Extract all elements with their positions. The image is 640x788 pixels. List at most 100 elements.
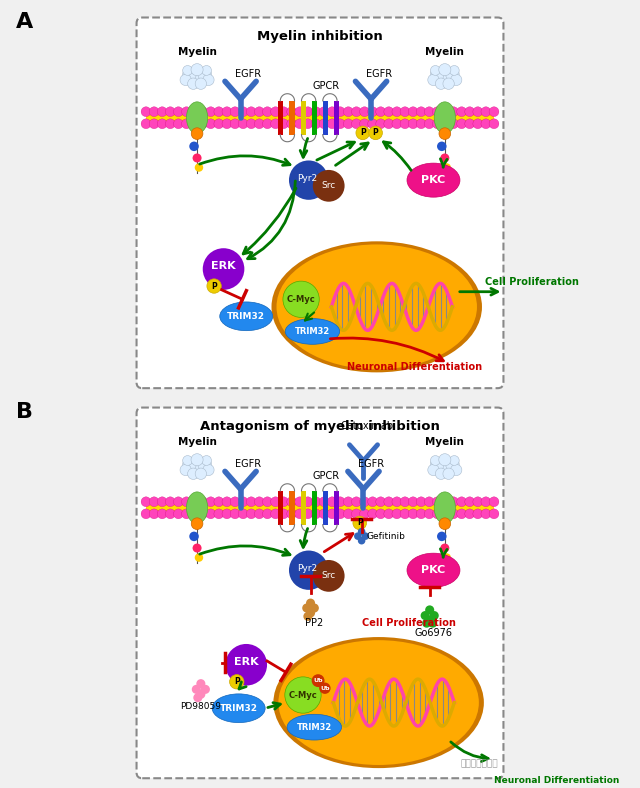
Text: P: P xyxy=(372,128,378,137)
Circle shape xyxy=(457,106,467,117)
Circle shape xyxy=(457,509,467,519)
Circle shape xyxy=(335,106,345,117)
Circle shape xyxy=(254,509,264,519)
Circle shape xyxy=(196,679,205,688)
Circle shape xyxy=(173,496,183,507)
Circle shape xyxy=(344,496,353,507)
Circle shape xyxy=(433,106,442,117)
Bar xyxy=(301,491,306,525)
Circle shape xyxy=(271,509,280,519)
Text: Cell Proliferation: Cell Proliferation xyxy=(362,618,456,628)
Circle shape xyxy=(439,518,451,530)
Circle shape xyxy=(303,496,313,507)
Circle shape xyxy=(165,496,175,507)
Text: Go6976: Go6976 xyxy=(415,627,452,637)
Circle shape xyxy=(439,64,451,76)
Circle shape xyxy=(489,119,499,128)
Text: GPCR: GPCR xyxy=(312,80,339,91)
Circle shape xyxy=(182,496,191,507)
Circle shape xyxy=(416,509,426,519)
Circle shape xyxy=(449,509,458,519)
Circle shape xyxy=(313,560,344,592)
Circle shape xyxy=(189,509,200,519)
Circle shape xyxy=(198,509,207,519)
Circle shape xyxy=(310,604,319,612)
Text: PD98059: PD98059 xyxy=(180,702,221,711)
Circle shape xyxy=(149,119,159,128)
Circle shape xyxy=(165,509,175,519)
Circle shape xyxy=(157,106,167,117)
Bar xyxy=(334,491,339,525)
Circle shape xyxy=(436,69,453,87)
Text: A: A xyxy=(16,12,33,32)
Circle shape xyxy=(424,496,434,507)
Text: PKC: PKC xyxy=(421,565,445,575)
Circle shape xyxy=(392,119,402,128)
Circle shape xyxy=(287,509,296,519)
Circle shape xyxy=(254,496,264,507)
Circle shape xyxy=(431,65,440,76)
Circle shape xyxy=(362,533,369,540)
Circle shape xyxy=(254,119,264,128)
Circle shape xyxy=(271,106,280,117)
Circle shape xyxy=(202,455,211,466)
Circle shape xyxy=(193,544,202,552)
Bar xyxy=(312,491,317,525)
Circle shape xyxy=(335,509,345,519)
Circle shape xyxy=(449,496,458,507)
Bar xyxy=(278,101,284,135)
Circle shape xyxy=(141,509,151,519)
Circle shape xyxy=(206,106,216,117)
Circle shape xyxy=(230,509,240,519)
Circle shape xyxy=(238,509,248,519)
Circle shape xyxy=(416,496,426,507)
Circle shape xyxy=(431,455,440,466)
Circle shape xyxy=(196,690,205,699)
Circle shape xyxy=(312,675,324,687)
Circle shape xyxy=(271,496,280,507)
Circle shape xyxy=(319,106,329,117)
Text: GPCR: GPCR xyxy=(312,470,339,481)
Text: Gefitinib: Gefitinib xyxy=(367,532,406,541)
Circle shape xyxy=(311,106,321,117)
Circle shape xyxy=(358,537,365,545)
Circle shape xyxy=(422,619,431,628)
Circle shape xyxy=(435,468,447,479)
Circle shape xyxy=(440,496,451,507)
Circle shape xyxy=(416,119,426,128)
Circle shape xyxy=(295,106,305,117)
Circle shape xyxy=(262,496,272,507)
Circle shape xyxy=(206,496,216,507)
Text: ERK: ERK xyxy=(234,656,259,667)
Circle shape xyxy=(198,68,211,81)
Circle shape xyxy=(182,106,191,117)
Ellipse shape xyxy=(434,492,456,524)
Circle shape xyxy=(278,119,289,128)
Circle shape xyxy=(376,106,386,117)
Circle shape xyxy=(451,464,462,476)
Circle shape xyxy=(311,119,321,128)
Circle shape xyxy=(157,509,167,519)
Circle shape xyxy=(319,496,329,507)
Circle shape xyxy=(295,496,305,507)
Circle shape xyxy=(278,106,289,117)
Circle shape xyxy=(203,248,244,290)
Bar xyxy=(146,110,494,125)
Circle shape xyxy=(313,170,344,202)
Circle shape xyxy=(287,496,296,507)
Circle shape xyxy=(351,119,362,128)
Circle shape xyxy=(392,106,402,117)
Circle shape xyxy=(351,496,362,507)
Text: Src: Src xyxy=(321,181,336,191)
Circle shape xyxy=(481,496,491,507)
Bar xyxy=(312,101,317,135)
Circle shape xyxy=(440,509,451,519)
Circle shape xyxy=(238,496,248,507)
Circle shape xyxy=(431,68,444,81)
Circle shape xyxy=(182,119,191,128)
Circle shape xyxy=(353,516,367,530)
Circle shape xyxy=(327,509,337,519)
Circle shape xyxy=(165,119,175,128)
Circle shape xyxy=(437,142,447,151)
Text: Neuronal Differentiation: Neuronal Differentiation xyxy=(347,362,482,373)
